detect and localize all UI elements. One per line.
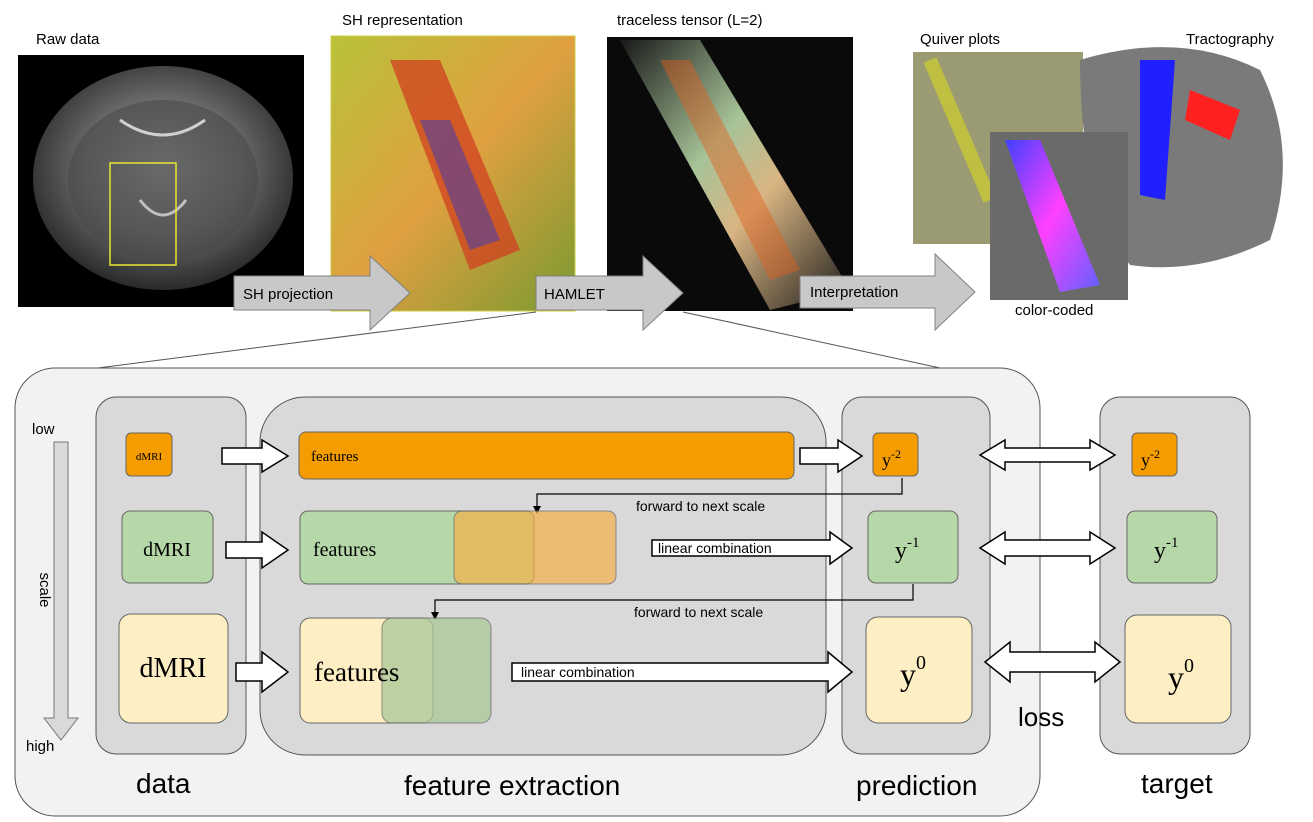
target-label-low: y-2 — [1141, 447, 1160, 470]
loss-arrow-low — [978, 438, 1117, 472]
arrow-sh-projection: SH projection — [233, 254, 411, 332]
label-color-coded: color-coded — [1015, 302, 1093, 319]
target-label-mid: y-1 — [1154, 535, 1179, 564]
prediction-box-low — [872, 432, 919, 477]
loss-arrow-mid — [978, 530, 1117, 566]
dmri-label-mid: dMRI — [143, 539, 191, 561]
label-sh-representation: SH representation — [342, 12, 463, 29]
target-box-low — [1131, 432, 1178, 477]
arrow-interpretation: Interpretation — [799, 252, 976, 332]
arrow-data-to-features-high — [235, 650, 290, 694]
section-target-title: target — [1141, 768, 1213, 799]
forward-label-2: forward to next scale — [634, 604, 763, 620]
target-box-mid — [1126, 510, 1218, 584]
roi-box — [109, 162, 177, 266]
forward-arrow-1-head — [533, 506, 541, 514]
arrow-features-to-pred-low — [799, 438, 864, 474]
prediction-box-mid — [867, 510, 959, 584]
forward-label-1: forward to next scale — [636, 498, 765, 514]
forwarded-features-high — [381, 617, 492, 724]
loss-label: loss — [1018, 702, 1064, 732]
arrow-data-to-features-low — [221, 438, 290, 474]
arrow-data-to-features-mid — [225, 530, 290, 570]
label-raw-data: Raw data — [36, 31, 100, 48]
sh-representation-image — [330, 35, 576, 312]
prediction-box-high — [865, 616, 973, 724]
arrow-interpretation-label: Interpretation — [810, 284, 898, 301]
prediction-label-low: y-2 — [882, 447, 901, 470]
features-label-high: features — [314, 657, 399, 687]
dmri-box-mid — [121, 510, 214, 584]
forward-arrow-2 — [434, 584, 914, 614]
prediction-label-high: y0 — [900, 652, 926, 692]
forward-arrow-2-head — [431, 612, 439, 620]
label-tractography: Tractography — [1186, 31, 1274, 48]
section-feature-extraction-title: feature extraction — [404, 770, 620, 801]
section-prediction-title: prediction — [856, 770, 977, 801]
forward-arrow-1 — [536, 478, 903, 508]
label-quiver-plots: Quiver plots — [920, 31, 1000, 48]
raw-data-image — [18, 55, 304, 307]
target-label-high: y0 — [1168, 655, 1194, 695]
features-label-low: features — [311, 449, 359, 465]
arrow-hamlet-label: HAMLET — [544, 286, 605, 303]
arrow-linear-combination-high — [511, 650, 854, 694]
forwarded-features-mid — [453, 510, 617, 585]
target-box-high — [1124, 614, 1232, 724]
scale-low-label: low — [32, 421, 55, 438]
dmri-label-high: dMRI — [140, 653, 207, 684]
color-coded-image — [990, 132, 1128, 300]
zoom-line-left — [97, 311, 537, 369]
scale-arrow — [42, 441, 80, 741]
zoom-line-right — [682, 311, 941, 369]
features-label-mid: features — [313, 539, 377, 561]
dmri-box-high — [118, 613, 229, 724]
dmri-label-low: dMRI — [136, 451, 163, 463]
linear-label-1: linear combination — [658, 540, 772, 556]
arrow-linear-combination-mid — [651, 530, 854, 566]
arrow-hamlet: HAMLET — [535, 254, 684, 332]
label-traceless-tensor: traceless tensor (L=2) — [617, 12, 762, 29]
tractography-image — [1080, 47, 1283, 268]
prediction-label-mid: y-1 — [895, 535, 920, 564]
section-data-title: data — [136, 768, 191, 799]
loss-arrow-high — [983, 640, 1122, 684]
features-box-low — [298, 431, 795, 480]
dmri-box-low — [125, 432, 173, 477]
scale-high-label: high — [26, 738, 54, 755]
linear-label-2: linear combination — [521, 664, 635, 680]
arrow-sh-projection-label: SH projection — [243, 286, 333, 303]
scale-axis-label: scale — [36, 572, 53, 607]
